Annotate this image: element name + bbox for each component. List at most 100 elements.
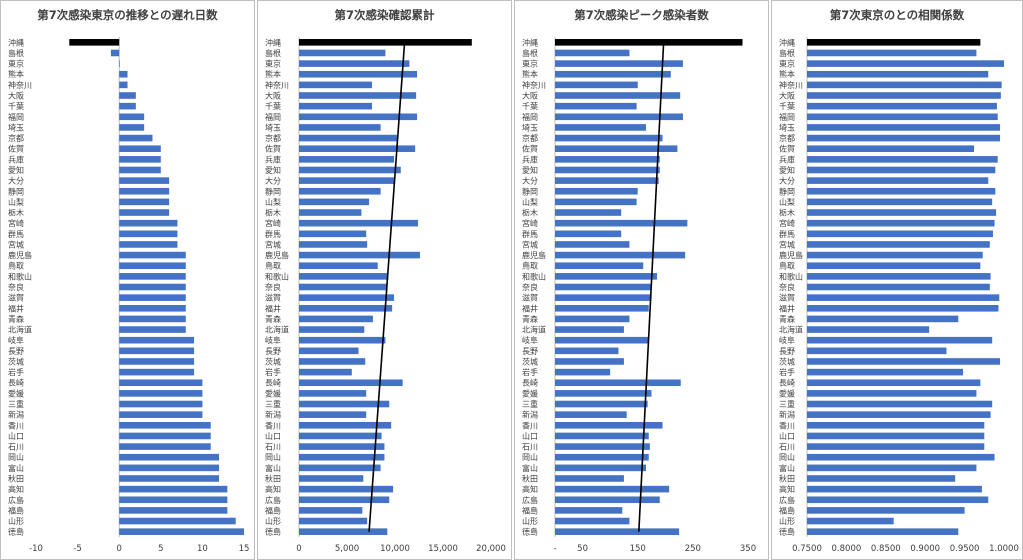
category-label: 大阪 — [8, 91, 24, 101]
category-label: 神奈川 — [265, 80, 289, 90]
bar-山梨 — [555, 198, 637, 206]
bar-岩手 — [119, 368, 195, 376]
bar-神奈川 — [299, 81, 372, 89]
bar-埼玉 — [119, 124, 145, 131]
category-label: 山形 — [779, 516, 795, 526]
category-label: 愛媛 — [522, 388, 538, 398]
bar-長崎 — [299, 379, 403, 387]
bar-京都 — [299, 134, 397, 142]
category-label: 秋田 — [522, 473, 538, 483]
bar-兵庫 — [119, 156, 161, 163]
category-label: 岩手 — [8, 367, 24, 377]
chart-panel-3: 第7次感染ピーク感染者数沖縄島根東京熊本神奈川大阪千葉福岡埼玉京都佐賀兵庫愛知大… — [514, 0, 769, 560]
bar-熊本 — [807, 70, 989, 78]
category-label: 山梨 — [8, 197, 24, 207]
category-label: 岩手 — [522, 367, 538, 377]
bar-京都 — [807, 134, 1001, 142]
category-label: 佐賀 — [522, 144, 538, 154]
bar-大分 — [555, 177, 659, 184]
category-label: 埼玉 — [8, 122, 24, 132]
bar-大分 — [807, 177, 989, 184]
bar-島根 — [555, 49, 630, 57]
bar-奈良 — [555, 283, 652, 291]
bar-福岡 — [555, 113, 683, 121]
chart-title: 第7次感染ピーク感染者数 — [574, 8, 709, 22]
bar-埼玉 — [555, 124, 646, 131]
bar-香川 — [299, 422, 392, 429]
category-label: 宮城 — [522, 239, 538, 249]
category-label: 熊本 — [265, 69, 281, 79]
category-label: 山口 — [8, 431, 24, 441]
category-label: 静岡 — [265, 186, 281, 196]
category-label: 山形 — [522, 516, 538, 526]
bar-奈良 — [299, 283, 388, 291]
bar-佐賀 — [299, 145, 416, 152]
chart-title: 第7次感染東京の推移との遅れ日数 — [37, 8, 218, 22]
category-label: 宮城 — [265, 239, 281, 249]
bar-高知 — [119, 485, 228, 493]
category-label: 千葉 — [779, 101, 795, 111]
category-label: 愛知 — [522, 165, 538, 175]
category-label: 福井 — [8, 303, 24, 313]
bar-兵庫 — [299, 156, 395, 163]
bar-富山 — [555, 464, 646, 472]
category-label: 和歌山 — [522, 271, 546, 281]
bar-山形 — [299, 517, 368, 525]
bar-宮城 — [807, 241, 990, 248]
category-label: 山形 — [8, 516, 24, 526]
bar-東京 — [555, 60, 683, 67]
category-label: 千葉 — [265, 101, 281, 111]
chart-panel-2: 第7次感染確認累計沖縄島根東京熊本神奈川大阪千葉福岡埼玉京都佐賀兵庫愛知大分静岡… — [257, 0, 512, 560]
category-label: 和歌山 — [265, 271, 289, 281]
x-tick-label: 0 — [116, 544, 121, 554]
category-label: 神奈川 — [779, 80, 803, 90]
bar-鳥取 — [555, 262, 644, 270]
category-label: 青森 — [779, 314, 795, 324]
x-tick-label: 0.8500 — [871, 544, 901, 554]
category-label: 宮城 — [779, 239, 795, 249]
bar-沖縄 — [69, 39, 120, 46]
bar-和歌山 — [807, 273, 991, 280]
bar-鳥取 — [119, 262, 186, 270]
bar-新潟 — [119, 411, 203, 418]
category-label: 東京 — [522, 59, 538, 69]
category-label: 福島 — [779, 505, 795, 515]
category-label: 山梨 — [265, 197, 281, 207]
bar-福岡 — [807, 113, 998, 121]
bar-和歌山 — [555, 273, 658, 280]
bar-高知 — [299, 485, 394, 493]
bar-和歌山 — [299, 273, 389, 280]
bar-岩手 — [807, 368, 964, 376]
category-label: 岡山 — [265, 452, 281, 462]
bar-沖縄 — [555, 39, 743, 46]
bar-福井 — [119, 304, 186, 312]
x-tick-label: 0 — [296, 544, 301, 554]
category-label: 埼玉 — [779, 122, 795, 132]
category-label: 秋田 — [779, 473, 795, 483]
bar-青森 — [299, 315, 373, 323]
category-label: 岐阜 — [522, 335, 538, 345]
bar-福井 — [299, 304, 393, 312]
x-tick-label: 250 — [685, 544, 701, 554]
category-label: 福井 — [265, 303, 281, 313]
category-label: 埼玉 — [522, 122, 538, 132]
bar-福島 — [555, 507, 623, 514]
bar-佐賀 — [555, 145, 678, 152]
bar-佐賀 — [119, 145, 161, 152]
category-label: 島根 — [779, 48, 795, 58]
category-label: 山梨 — [779, 197, 795, 207]
bar-愛媛 — [119, 390, 203, 397]
category-label: 香川 — [8, 420, 24, 430]
category-label: 栃木 — [265, 208, 281, 218]
category-label: 滋賀 — [265, 293, 281, 303]
bar-福島 — [299, 507, 363, 514]
category-label: 東京 — [8, 59, 24, 69]
category-label: 青森 — [522, 314, 538, 324]
category-label: 広島 — [779, 495, 795, 505]
bar-滋賀 — [119, 294, 186, 301]
chart-panel-4: 第7次東京のとの相関係数沖縄島根東京熊本神奈川大阪千葉福岡埼玉京都佐賀兵庫愛知大… — [771, 0, 1023, 560]
bar-宮城 — [555, 241, 630, 248]
category-label: 兵庫 — [265, 154, 281, 164]
category-label: 北海道 — [522, 325, 546, 335]
bar-京都 — [119, 134, 153, 142]
